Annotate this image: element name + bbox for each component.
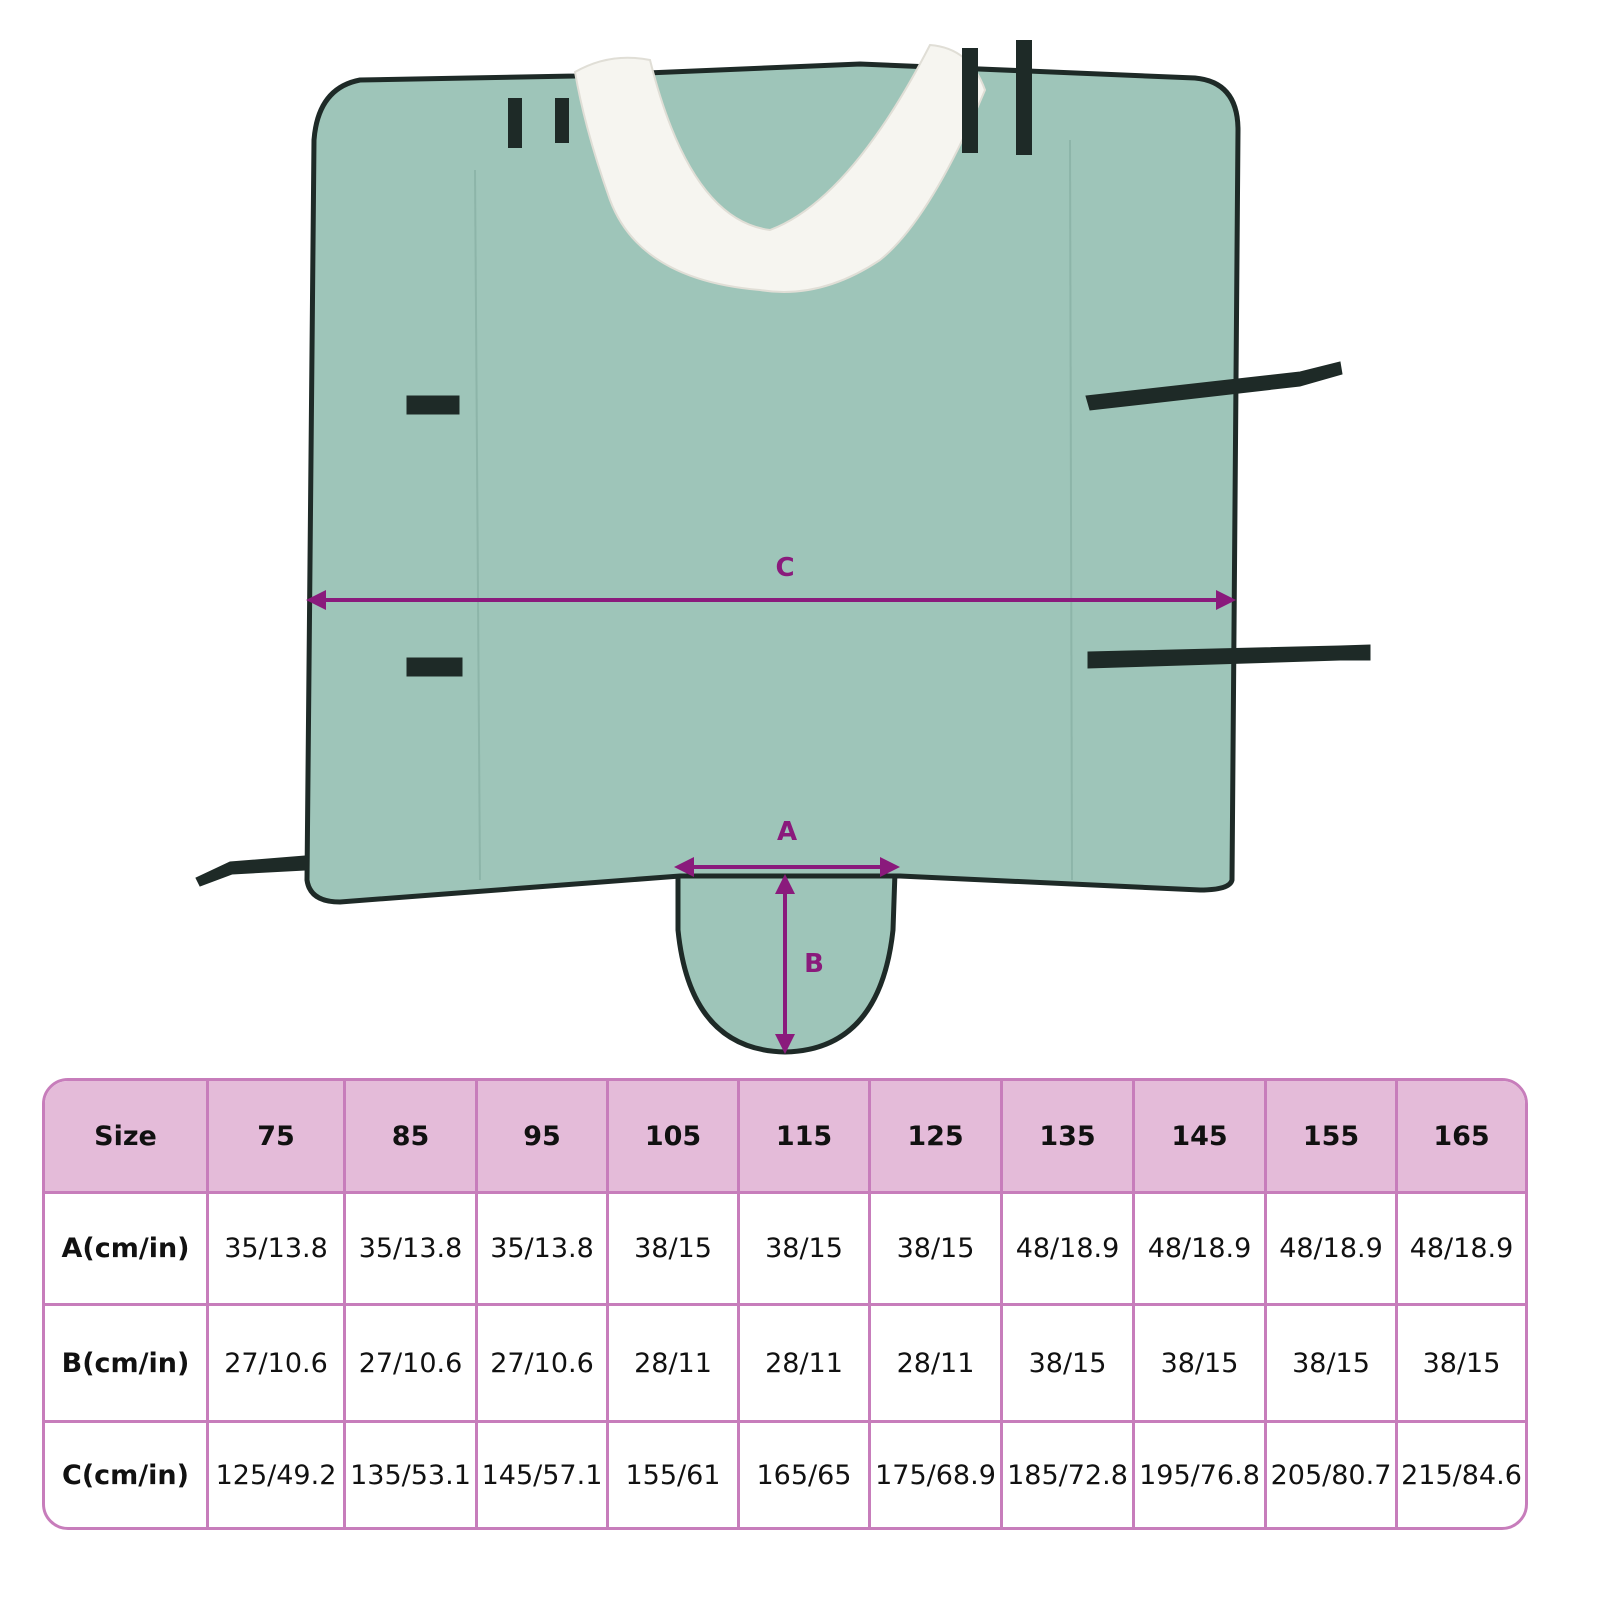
- table-row-label: C(cm/in): [45, 1423, 209, 1527]
- table-cell: 28/11: [609, 1306, 740, 1423]
- dimension-c: C: [306, 553, 1236, 610]
- dimension-b: B: [775, 874, 824, 1054]
- table-cell: 38/15: [1135, 1306, 1267, 1423]
- blanket: [195, 40, 1371, 1055]
- table-header-size: Size: [45, 1081, 209, 1194]
- table-cell: 35/13.8: [209, 1194, 346, 1306]
- table-cell: 125/49.2: [209, 1423, 346, 1527]
- table-cell: 38/15: [609, 1194, 740, 1306]
- table-cell: 155/61: [609, 1423, 740, 1527]
- table-cell: 27/10.6: [209, 1306, 346, 1423]
- table-header-cell: 135: [1003, 1081, 1135, 1194]
- table-cell: 195/76.8: [1135, 1423, 1267, 1527]
- table-cell: 38/15: [1003, 1306, 1135, 1423]
- size-table: Size 75 85 95 105 115 125 135 145 155 165 A(cm/in) 3…: [42, 1078, 1528, 1530]
- table-cell: 185/72.8: [1003, 1423, 1135, 1527]
- table-cell: 28/11: [871, 1306, 1003, 1423]
- table-cell: 205/80.7: [1267, 1423, 1398, 1527]
- table-cell: 215/84.6: [1401, 1459, 1522, 1491]
- fleece-collar: [573, 43, 987, 293]
- dimension-label-a: A: [777, 817, 797, 847]
- table-cell: 38/15: [1398, 1306, 1525, 1423]
- table-row-label: A(cm/in): [45, 1194, 209, 1306]
- table-cell: 145/57.1: [478, 1423, 609, 1527]
- table-cell: 38/15: [740, 1194, 871, 1306]
- dimension-a: A: [674, 817, 900, 877]
- table-header-cell: 115: [740, 1081, 871, 1194]
- strap-icon: [195, 361, 1371, 887]
- dimension-label-b: B: [804, 949, 824, 979]
- table-cell: 27/10.6: [346, 1306, 478, 1423]
- product-illustration: C A B: [195, 40, 1371, 1055]
- table-header-cell: 105: [609, 1081, 740, 1194]
- table-header-cell: 85: [346, 1081, 478, 1194]
- table-cell: 35/13.8: [346, 1194, 478, 1306]
- table-header-cell: 75: [209, 1081, 346, 1194]
- table-cell: 48/18.9: [1135, 1194, 1267, 1306]
- dimension-label-c: C: [775, 553, 794, 583]
- table-cell: 38/15: [1267, 1306, 1398, 1423]
- table-header-cell: 145: [1135, 1081, 1267, 1194]
- table-header-cell: 95: [478, 1081, 609, 1194]
- table-cell: 175/68.9: [871, 1423, 1003, 1527]
- table-header-cell: 165: [1398, 1081, 1525, 1194]
- table-cell: 48/18.9: [1267, 1194, 1398, 1306]
- table-cell: 135/53.1: [346, 1423, 478, 1527]
- buckle-icon: [508, 40, 1032, 155]
- table-cell: 165/65: [740, 1423, 871, 1527]
- table-cell: 48/18.9: [1003, 1194, 1135, 1306]
- table-header-cell: 155: [1267, 1081, 1398, 1194]
- table-header-cell: 125: [871, 1081, 1003, 1194]
- table-cell: 38/15: [871, 1194, 1003, 1306]
- table-row-label: B(cm/in): [45, 1306, 209, 1423]
- table-cell: 35/13.8: [478, 1194, 609, 1306]
- table-cell: 27/10.6: [478, 1306, 609, 1423]
- table-cell: 28/11: [740, 1306, 871, 1423]
- table-cell: 48/18.9: [1398, 1194, 1525, 1306]
- blanket-body: [304, 61, 1241, 905]
